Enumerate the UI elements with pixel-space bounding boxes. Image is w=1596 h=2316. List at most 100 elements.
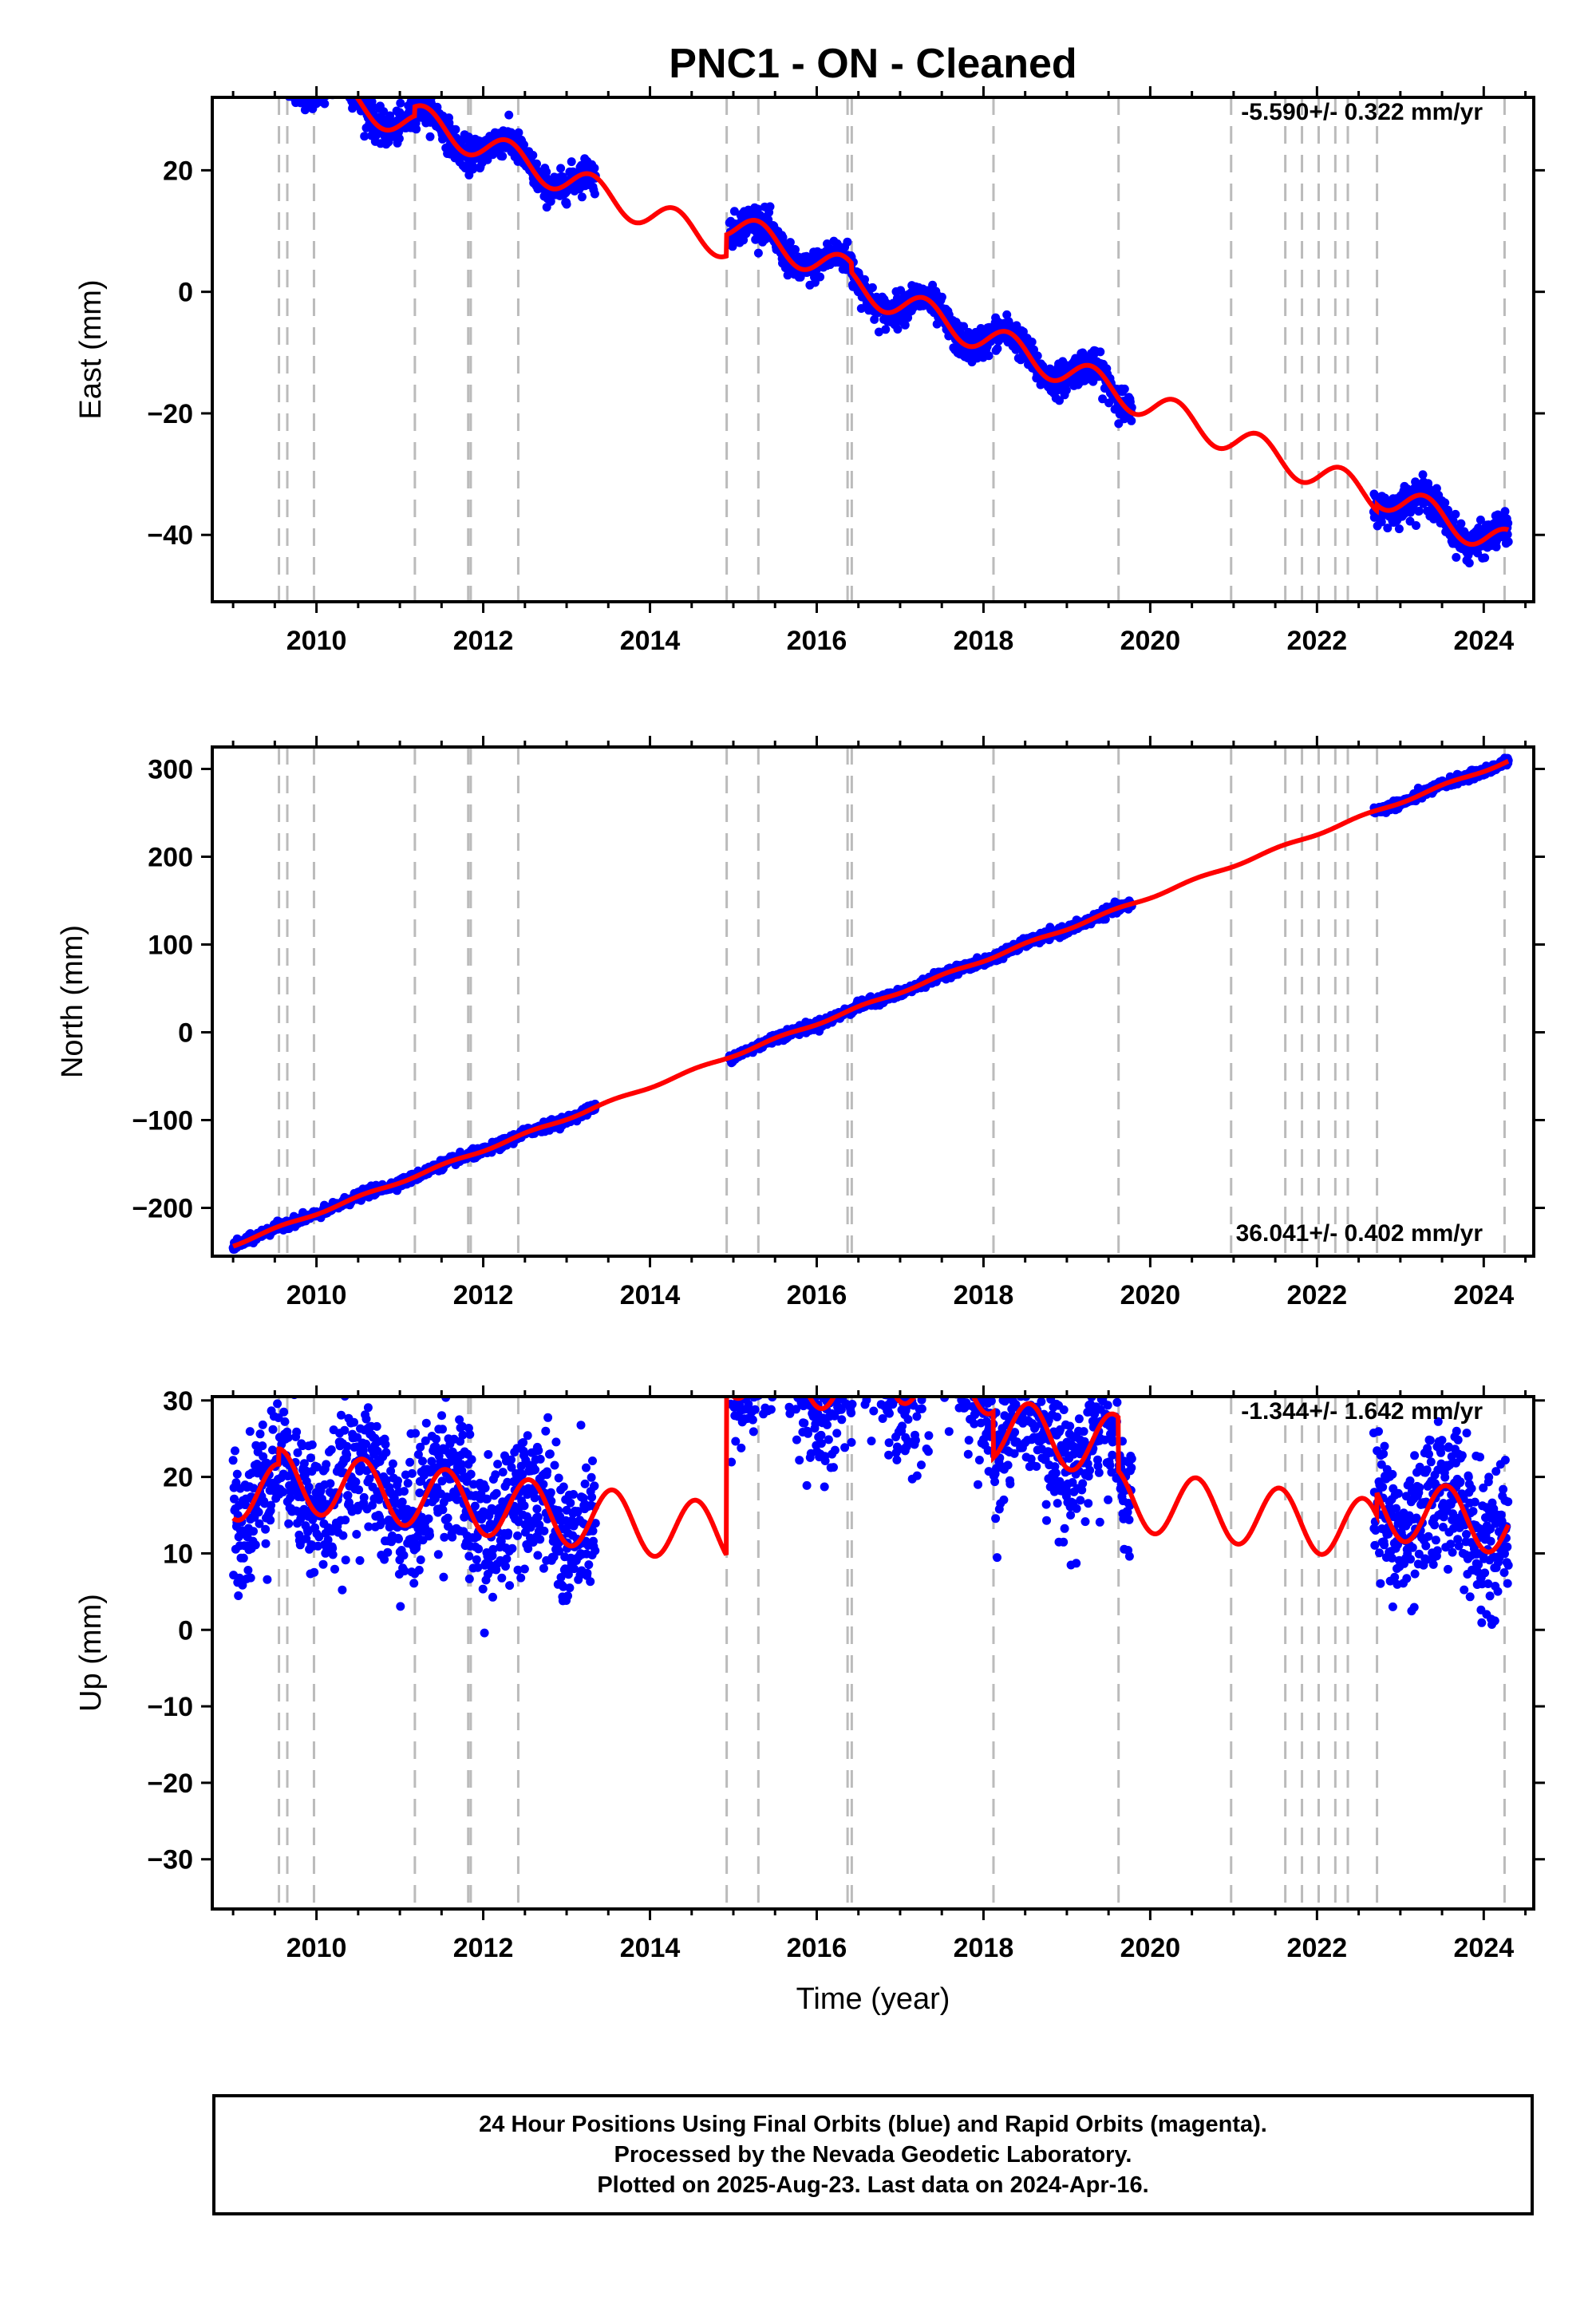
data-point (283, 60, 292, 69)
data-point (237, 57, 246, 65)
data-point (246, 52, 255, 61)
data-point (306, 81, 314, 89)
data-point (900, 320, 910, 330)
data-point (337, 69, 346, 77)
data-point (590, 164, 599, 173)
data-point (339, 89, 348, 97)
data-point (240, 45, 249, 54)
data-point (247, 51, 255, 60)
data-point (229, 53, 238, 61)
data-point (244, 65, 253, 73)
data-point (319, 80, 328, 89)
data-point (302, 74, 311, 83)
data-point (729, 207, 739, 216)
data-point (263, 49, 271, 57)
data-point (272, 68, 281, 77)
data-point (242, 57, 251, 65)
data-point (556, 164, 566, 173)
data-point (247, 63, 255, 72)
data-point (1383, 524, 1393, 533)
data-point (253, 57, 262, 66)
data-point (269, 56, 278, 65)
data-point (1444, 505, 1452, 515)
data-point (252, 53, 261, 62)
data-point (344, 88, 353, 97)
data-point (1440, 498, 1450, 508)
data-point (314, 71, 322, 80)
data-point (498, 152, 508, 161)
data-point (278, 71, 286, 80)
data-point (288, 69, 297, 77)
data-point (236, 48, 245, 57)
data-point (289, 85, 298, 94)
data-point (1500, 507, 1510, 516)
data-point (257, 55, 266, 64)
data-point (234, 55, 243, 64)
data-point (265, 77, 274, 85)
data-point (542, 167, 551, 176)
data-point (294, 88, 302, 97)
data-point (298, 84, 307, 93)
data-point (241, 50, 250, 59)
data-point (1018, 327, 1028, 337)
x-tick-label: 2016 (787, 626, 847, 656)
panels: 2010 2012 2014 2016 2018 2020 2022 2024200−20−4… (56, 34, 1545, 1963)
data-point (577, 192, 587, 202)
data-point (272, 77, 281, 85)
data-point (562, 200, 571, 209)
data-point (318, 85, 327, 93)
data-point (765, 202, 775, 211)
data-point (279, 68, 288, 77)
data-point (870, 314, 879, 324)
data-point (251, 47, 259, 56)
data-point (259, 60, 267, 69)
data-point (294, 82, 302, 91)
data-point (326, 75, 334, 84)
data-point (244, 53, 253, 62)
data-point (281, 82, 290, 91)
data-point (267, 66, 276, 75)
data-point (342, 82, 350, 91)
data-point (235, 67, 244, 76)
data-point (280, 73, 289, 82)
data-point (271, 74, 280, 83)
data-point (260, 59, 269, 68)
data-point (237, 49, 246, 58)
data-point (326, 79, 334, 88)
data-point (590, 189, 599, 199)
x-tick-label: 2020 (1120, 626, 1181, 656)
data-point (278, 59, 286, 68)
data-point (287, 74, 296, 83)
data-point (275, 68, 283, 77)
data-point (343, 75, 352, 84)
data-point (298, 85, 306, 93)
data-point (286, 85, 295, 93)
data-point (893, 325, 903, 334)
data-point (396, 98, 405, 108)
data-point (322, 78, 330, 87)
data-point (260, 69, 269, 77)
data-point (318, 73, 327, 81)
data-point (425, 86, 434, 95)
data-point (451, 124, 460, 134)
data-point (322, 71, 330, 80)
data-point (325, 75, 334, 84)
data-point (265, 54, 274, 63)
data-point (325, 71, 334, 80)
data-point (263, 65, 272, 73)
data-point (247, 45, 256, 54)
data-point (567, 157, 576, 167)
data-point (360, 132, 369, 141)
data-point (296, 77, 305, 86)
data-point (342, 82, 351, 91)
data-point (330, 84, 339, 93)
data-point (248, 34, 257, 42)
data-point (255, 59, 264, 68)
data-point (239, 43, 248, 52)
data-point (1412, 521, 1420, 530)
figure-title: PNC1 - ON - Cleaned (669, 41, 1077, 87)
data-point (303, 83, 312, 92)
data-point (323, 67, 332, 76)
data-point (235, 57, 244, 66)
data-point (229, 63, 238, 72)
